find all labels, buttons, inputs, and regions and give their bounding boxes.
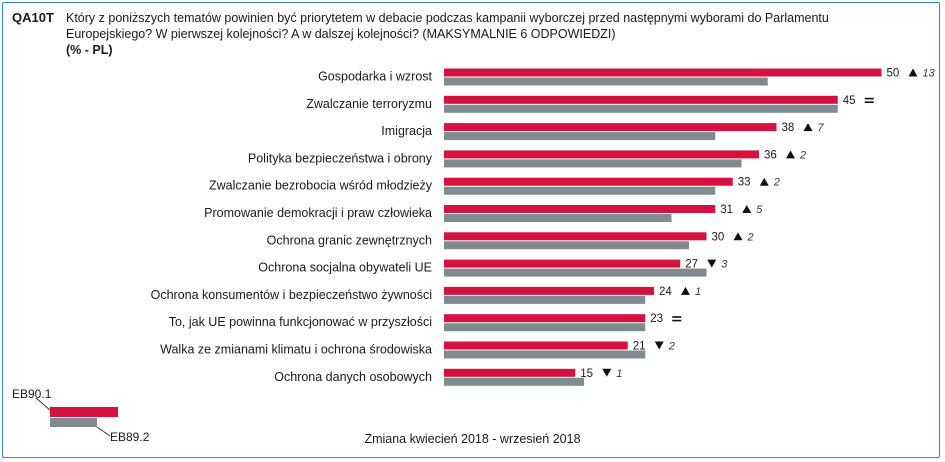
bar-current	[444, 123, 777, 132]
bar-current	[444, 150, 759, 159]
change-label: 2	[668, 341, 675, 353]
bar-previous	[444, 77, 768, 86]
bar-previous	[444, 214, 672, 222]
category-label: Gospodarka i wzrost	[318, 70, 432, 84]
value-label: 30	[712, 231, 725, 243]
category-label: Polityka bezpieczeństwa i obrony	[248, 151, 433, 165]
bar-current	[444, 68, 882, 77]
legend-leader-previous	[96, 426, 111, 437]
category-label: Ochrona konsumentów i bezpieczeństwo żyw…	[151, 288, 432, 302]
question-text: Który z poniższych tematów powinien być …	[66, 11, 829, 41]
chart-frame	[2, 2, 940, 458]
legend-label-current: EB90.1	[12, 387, 52, 401]
value-label: 31	[720, 204, 733, 216]
bar-current	[444, 368, 576, 377]
bar-current	[444, 177, 733, 186]
triangle-up-icon	[803, 123, 813, 132]
bar-previous	[444, 268, 707, 277]
bar-previous	[444, 377, 584, 386]
change-label: 2	[773, 177, 780, 189]
category-label: Ochrona danych osobowych	[274, 370, 432, 384]
bar-current	[444, 286, 654, 295]
category-label: Ochrona socjalna obywateli UE	[258, 261, 432, 275]
category-label: Zwalczanie terroryzmu	[306, 97, 432, 111]
question-code: QA10T	[12, 10, 54, 25]
bar-current	[444, 95, 838, 104]
change-label: 5	[756, 204, 763, 216]
bar-previous	[444, 323, 646, 332]
change-label: 13	[923, 68, 936, 80]
bar-current	[444, 232, 707, 241]
category-label: Promowanie demokracji i praw człowieka	[204, 206, 432, 220]
change-label: 3	[721, 259, 728, 271]
change-label: 1	[695, 286, 701, 298]
equal-sign-icon	[672, 316, 682, 318]
value-label: 36	[764, 149, 777, 161]
category-label: Ochrona granic zewnętrznych	[267, 233, 432, 247]
equal-sign-icon	[672, 319, 682, 322]
triangle-up-icon	[759, 177, 769, 186]
footer-note: Zmiana kwiecień 2018 - wrzesień 2018	[364, 432, 581, 446]
unit-label: (% - PL)	[66, 43, 113, 57]
category-label: Zwalczanie bezrobocia wśród młodzieży	[209, 179, 433, 193]
bar-current	[444, 314, 646, 323]
value-label: 15	[580, 368, 593, 380]
legend-leader-current	[35, 397, 51, 411]
bar-current	[444, 205, 716, 213]
change-label: 1	[616, 368, 622, 380]
legend-swatch-current	[50, 407, 118, 417]
triangle-up-icon	[733, 232, 743, 241]
triangle-down-icon	[602, 368, 612, 377]
bar-previous	[444, 350, 646, 359]
equal-sign-icon	[864, 101, 874, 103]
value-label: 24	[659, 286, 672, 298]
legend-swatch-previous	[50, 418, 97, 427]
bar-previous	[444, 104, 838, 113]
change-label: 7	[818, 122, 825, 134]
value-label: 33	[738, 177, 751, 189]
bar-current	[444, 259, 681, 268]
value-label: 50	[887, 68, 900, 80]
triangle-up-icon	[786, 150, 795, 159]
bar-previous	[444, 159, 742, 168]
category-label: Imigracja	[381, 124, 432, 138]
change-label: 2	[747, 231, 754, 243]
value-label: 23	[650, 313, 663, 325]
bar-previous	[444, 132, 716, 141]
triangle-up-icon	[742, 205, 752, 213]
triangle-down-icon	[707, 259, 717, 268]
category-label: Walka ze zmianami klimatu i ochrona środ…	[160, 343, 432, 357]
equal-sign-icon	[864, 97, 874, 100]
change-label: 2	[799, 149, 806, 161]
value-label: 45	[843, 95, 856, 107]
bar-previous	[444, 295, 646, 304]
triangle-up-icon	[908, 68, 918, 77]
legend-label-previous: EB89.2	[110, 430, 150, 444]
bar-previous	[444, 241, 689, 250]
category-label: To, jak UE powinna funkcjonować w przysz…	[169, 315, 432, 329]
bar-current	[444, 341, 628, 350]
value-label: 27	[685, 259, 698, 271]
triangle-up-icon	[681, 286, 690, 295]
value-label: 21	[633, 341, 646, 353]
bar-previous	[444, 186, 716, 195]
value-label: 38	[782, 122, 795, 134]
triangle-down-icon	[654, 341, 664, 350]
